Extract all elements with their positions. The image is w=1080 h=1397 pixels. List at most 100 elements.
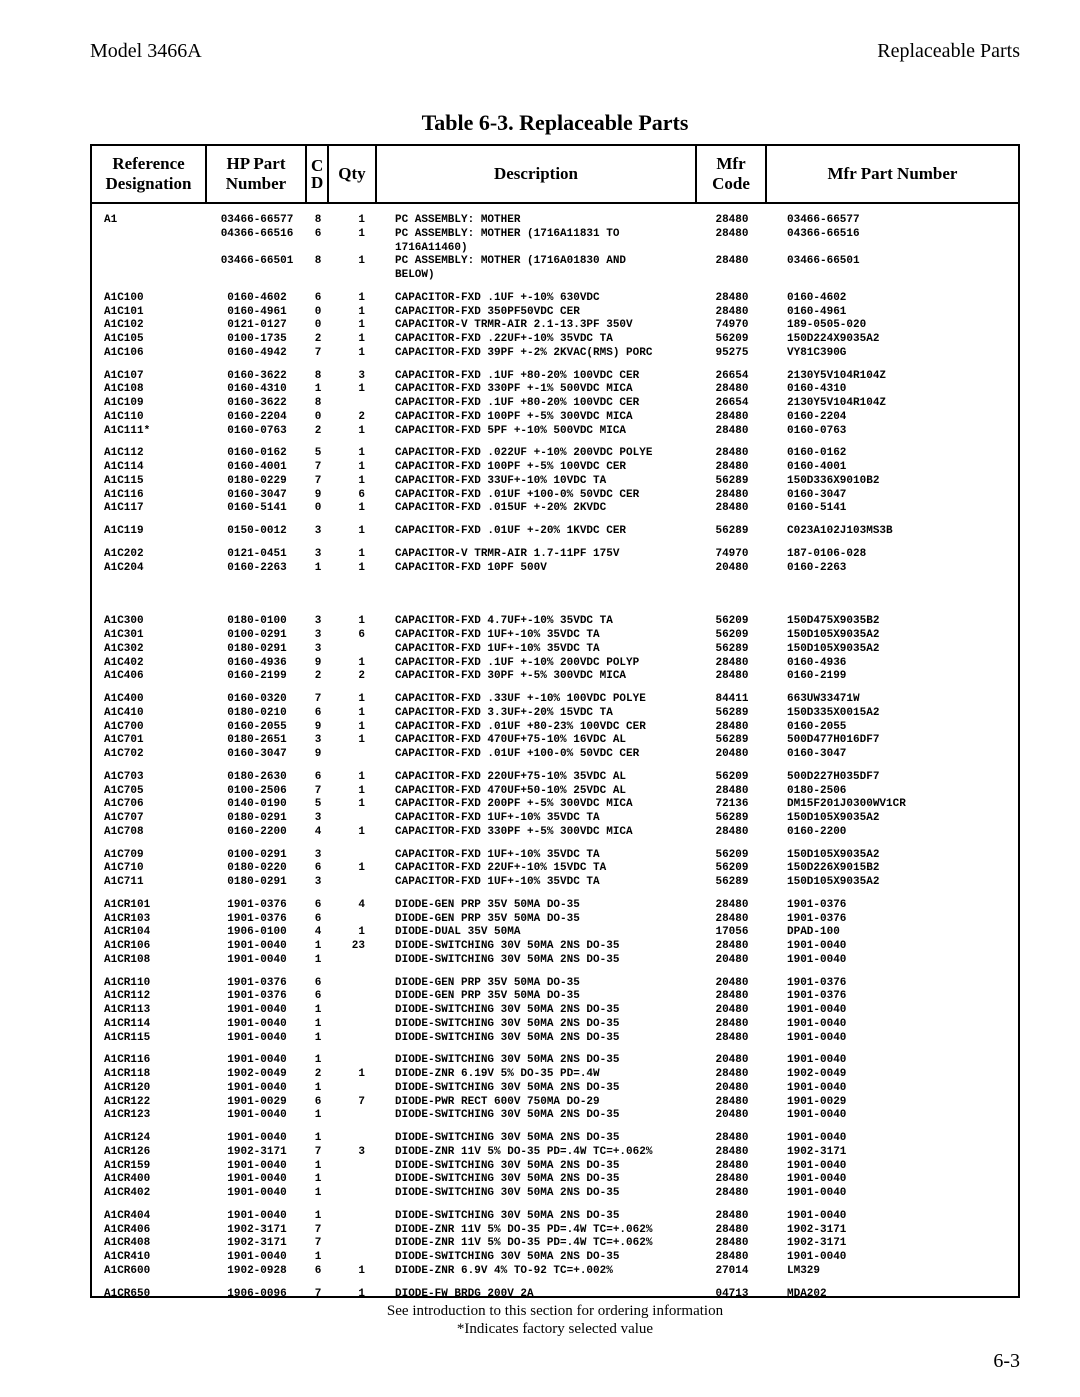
cell-qty	[329, 913, 377, 927]
cell-cd: 1	[307, 383, 329, 397]
cell-ref: A1C301	[92, 629, 207, 643]
cell-mpn: 04366-66516	[767, 228, 1018, 242]
table-row: A1C1100160-220402CAPACITOR-FXD 100PF +-5…	[92, 411, 1018, 425]
cell-mfr: 28480	[697, 447, 767, 461]
cell-hp: 0160-2200	[207, 826, 307, 840]
cell-mpn: 0160-4001	[767, 461, 1018, 475]
cell-mpn: LM329	[767, 1265, 1018, 1279]
cell-mpn: 1901-0376	[767, 990, 1018, 1004]
cell-desc: CAPACITOR-FXD 1UF+-10% 35VDC TA	[377, 629, 697, 643]
cell-ref: A1C119	[92, 525, 207, 539]
cell-cd: 8	[307, 397, 329, 411]
cell-desc: CAPACITOR-FXD 220UF+75-10% 35VDC AL	[377, 771, 697, 785]
cell-mfr: 56209	[697, 615, 767, 629]
cell-mfr: 28480	[697, 292, 767, 306]
cell-desc: CAPACITOR-FXD .22UF+-10% 35VDC TA	[377, 333, 697, 347]
cell-qty	[329, 1224, 377, 1238]
col-mfr: MfrCode	[696, 145, 766, 203]
cell-desc: DIODE-SWITCHING 30V 50MA 2NS DO-35	[377, 940, 697, 954]
cell-desc: CAPACITOR-FXD 470UF+50-10% 25VDC AL	[377, 785, 697, 799]
cell-cd	[307, 269, 329, 283]
cell-cd: 7	[307, 1224, 329, 1238]
cell-mpn: 1901-0040	[767, 1004, 1018, 1018]
table-row: A1C7000160-205591CAPACITOR-FXD .01UF +80…	[92, 721, 1018, 735]
cell-mpn: 1901-0040	[767, 1109, 1018, 1123]
cell-mfr: 84411	[697, 693, 767, 707]
cell-ref: A1CR404	[92, 1210, 207, 1224]
cell-mfr: 56209	[697, 849, 767, 863]
cell-ref: A1CR115	[92, 1032, 207, 1046]
cell-qty	[329, 397, 377, 411]
cell-desc: CAPACITOR-FXD 4.7UF+-10% 35VDC TA	[377, 615, 697, 629]
cell-mpn: 1901-0376	[767, 913, 1018, 927]
cell-hp: 0100-1735	[207, 333, 307, 347]
cell-mfr: 28480	[697, 214, 767, 228]
cell-ref: A1C402	[92, 657, 207, 671]
table-row: 04366-6651661PC ASSEMBLY: MOTHER (1716A1…	[92, 228, 1018, 242]
cell-cd: 1	[307, 1032, 329, 1046]
cell-mpn: 0160-2204	[767, 411, 1018, 425]
table-row: A1CR1011901-037664DIODE-GEN PRP 35V 50MA…	[92, 899, 1018, 913]
cell-mfr: 28480	[697, 502, 767, 516]
cell-hp: 1902-3171	[207, 1224, 307, 1238]
cell-qty: 1	[329, 721, 377, 735]
cell-ref: A1CR113	[92, 1004, 207, 1018]
cell-qty	[329, 1160, 377, 1174]
cell-desc: CAPACITOR-FXD 200PF +-5% 300VDC MICA	[377, 798, 697, 812]
table-row: 03466-6650181PC ASSEMBLY: MOTHER (1716A0…	[92, 255, 1018, 269]
cell-qty	[329, 1251, 377, 1265]
cell-ref: A1CR402	[92, 1187, 207, 1201]
table-row: A1C7090100-02913CAPACITOR-FXD 1UF+-10% 3…	[92, 849, 1018, 863]
table-row: A1C7010180-265131CAPACITOR-FXD 470UF+75-…	[92, 734, 1018, 748]
cell-mpn: 0160-3047	[767, 748, 1018, 762]
cell-cd: 2	[307, 425, 329, 439]
cell-hp	[207, 269, 307, 283]
cell-mpn: 0160-4602	[767, 292, 1018, 306]
cell-desc: DIODE-SWITCHING 30V 50MA 2NS DO-35	[377, 954, 697, 968]
cell-desc: CAPACITOR-FXD 1UF+-10% 35VDC TA	[377, 849, 697, 863]
cell-ref: A1C112	[92, 447, 207, 461]
cell-desc: CAPACITOR-FXD .1UF +80-20% 100VDC CER	[377, 370, 697, 384]
cell-ref	[92, 242, 207, 256]
cell-hp: 0121-0127	[207, 319, 307, 333]
cell-desc: PC ASSEMBLY: MOTHER (1716A01830 AND	[377, 255, 697, 269]
cell-mpn: 0160-3047	[767, 489, 1018, 503]
cell-mfr: 28480	[697, 228, 767, 242]
cell-desc: CAPACITOR-FXD 470UF+75-10% 16VDC AL	[377, 734, 697, 748]
cell-cd: 8	[307, 214, 329, 228]
cell-desc: CAPACITOR-FXD 39PF +-2% 2KVAC(RMS) PORC	[377, 347, 697, 361]
table-row: A1CR1061901-0040123DIODE-SWITCHING 30V 5…	[92, 940, 1018, 954]
cell-hp: 0180-0291	[207, 812, 307, 826]
cell-mpn: 1901-0040	[767, 1054, 1018, 1068]
cell-ref: A1CR126	[92, 1146, 207, 1160]
cell-desc: CAPACITOR-V TRMR-AIR 1.7-11PF 175V	[377, 548, 697, 562]
cell-cd: 3	[307, 849, 329, 863]
cell-mpn: 0160-0763	[767, 425, 1018, 439]
cell-mfr: 28480	[697, 383, 767, 397]
cell-qty	[329, 1032, 377, 1046]
cell-ref: A1C109	[92, 397, 207, 411]
table-row: 1716A11460)	[92, 242, 1018, 256]
table-row: A1C1160160-304796CAPACITOR-FXD .01UF +10…	[92, 489, 1018, 503]
table-row: A1C1020121-012701CAPACITOR-V TRMR-AIR 2.…	[92, 319, 1018, 333]
cell-mfr: 56209	[697, 771, 767, 785]
cell-hp: 0180-2630	[207, 771, 307, 785]
cell-qty: 4	[329, 899, 377, 913]
cell-mfr: 20480	[697, 977, 767, 991]
cell-mpn: 03466-66577	[767, 214, 1018, 228]
table-row: A1C7020160-30479CAPACITOR-FXD .01UF +100…	[92, 748, 1018, 762]
cell-ref: A1CR101	[92, 899, 207, 913]
cell-ref	[92, 255, 207, 269]
cell-mfr	[697, 242, 767, 256]
cell-mpn: 0160-4936	[767, 657, 1018, 671]
cell-mfr: 20480	[697, 748, 767, 762]
cell-mpn: 0160-0162	[767, 447, 1018, 461]
cell-mfr: 28480	[697, 1224, 767, 1238]
table-row: A1C1150180-022971CAPACITOR-FXD 33UF+-10%…	[92, 475, 1018, 489]
cell-mfr: 28480	[697, 990, 767, 1004]
cell-mfr: 04713	[697, 1288, 767, 1299]
cell-cd: 9	[307, 489, 329, 503]
table-row: A1CR1161901-00401DIODE-SWITCHING 30V 50M…	[92, 1054, 1018, 1068]
cell-hp: 0121-0451	[207, 548, 307, 562]
cell-hp: 1902-3171	[207, 1146, 307, 1160]
